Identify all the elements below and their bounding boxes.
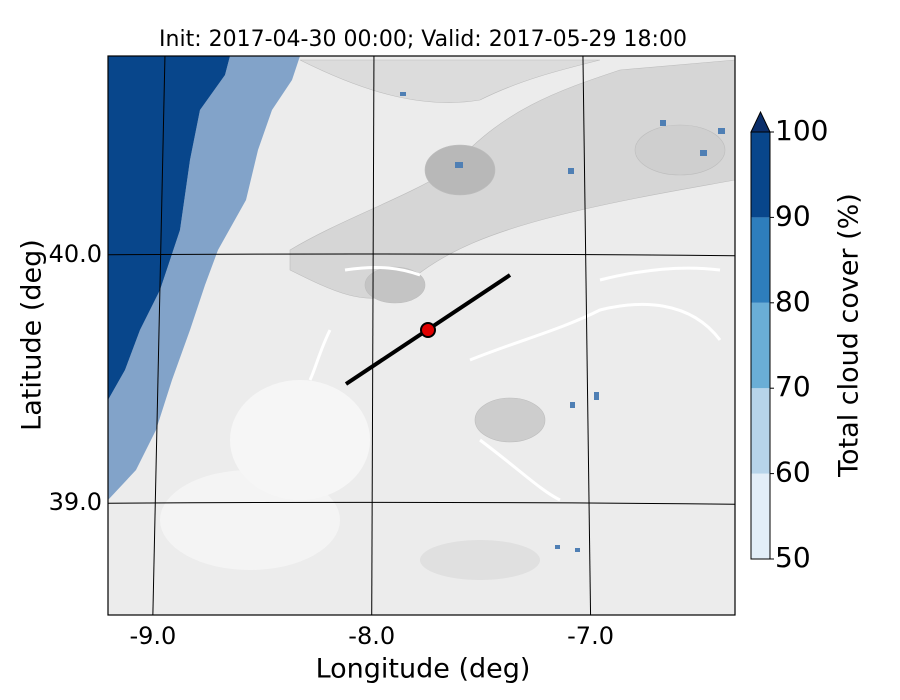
x-axis-label: Longitude (deg) [316, 654, 531, 685]
colorbar-extend [750, 110, 771, 133]
cloud-specks [400, 92, 725, 552]
colorbar-segment [751, 388, 770, 474]
cloud-cover-dense [108, 56, 230, 400]
colorbar: 50 60 70 80 90 100 [750, 110, 828, 574]
map-frame [107, 55, 736, 616]
rivers [308, 266, 722, 502]
colorbar-tick-label: 50 [775, 541, 811, 574]
location-marker [420, 322, 436, 338]
grid-line [582, 56, 592, 615]
cloud-cover-light [108, 56, 300, 500]
colorbar-label: Total cloud cover (%) [834, 193, 865, 478]
grid-line [152, 56, 166, 615]
colorbar-tick-label: 100 [775, 114, 828, 147]
colorbar-tick-label: 70 [775, 370, 811, 403]
x-tick-label: -9.0 [129, 622, 176, 650]
chart-title: Init: 2017-04-30 00:00; Valid: 2017-05-2… [159, 27, 687, 52]
y-axis-label: Latitude (deg) [17, 239, 48, 431]
terrain [160, 59, 735, 580]
colorbar-segment [751, 217, 770, 303]
colorbar-segment [751, 302, 770, 389]
colorbar-segment [751, 473, 770, 559]
grid-line [108, 501, 735, 505]
colorbar-tick-label: 60 [775, 456, 811, 489]
x-tick-label: -8.0 [348, 622, 395, 650]
colorbar-tick-label: 90 [775, 199, 811, 232]
x-tick-label: -7.0 [567, 622, 614, 650]
grid [108, 56, 735, 615]
colorbar-tick-label: 80 [775, 285, 811, 318]
grid-line [371, 56, 375, 615]
y-tick-label: 40.0 [49, 240, 102, 268]
y-tick-label: 39.0 [49, 488, 102, 516]
map-area [108, 56, 735, 615]
colorbar-segment [751, 132, 770, 218]
colorbar-frame [750, 131, 771, 560]
grid-line [108, 253, 735, 257]
